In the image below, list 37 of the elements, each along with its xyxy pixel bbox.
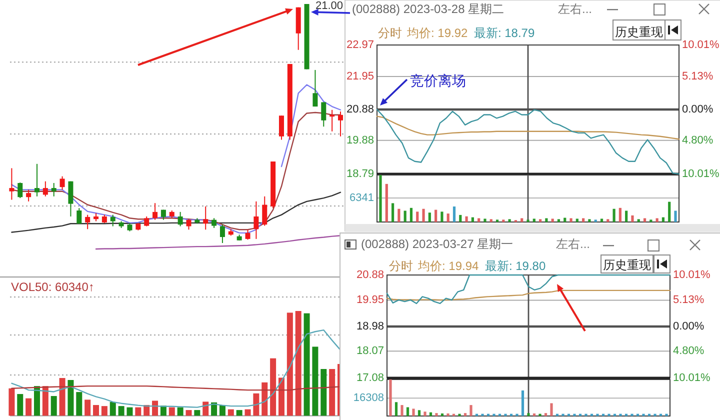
y2-tick-label: 4.80%: [673, 345, 704, 358]
chart-title: (002888) 2023-03-28 星期二: [352, 2, 504, 16]
y2-tick-label: 5.13%: [673, 294, 704, 306]
annotation: 竞价离场: [410, 74, 466, 90]
text: 历史重现: [603, 258, 651, 272]
y2-tick-label: 5.13%: [682, 70, 714, 82]
text: VOL50: 60340↑: [11, 280, 94, 294]
text: 最新: 18.79: [474, 26, 535, 40]
annotation: 21.00: [315, 0, 343, 12]
y2-tick-label: 10.01%: [673, 372, 711, 384]
text: 左右...: [556, 237, 590, 251]
legend-title: 分时: [378, 26, 402, 40]
text: 历史重现: [615, 25, 663, 39]
chart-title: (002888) 2023-03-27 星期一: [361, 237, 514, 251]
y-tick-label: 19.88: [346, 134, 374, 146]
y-tick-label: 18.98: [356, 320, 384, 332]
y2-tick-label: 10.01%: [682, 39, 720, 51]
y2-tick-label: 10.01%: [682, 168, 720, 180]
text: 6341: [350, 192, 374, 204]
text: 均价: 19.92: [406, 26, 468, 40]
y2-tick-label: 0.00%: [673, 320, 704, 332]
y-tick-label: 18.79: [346, 168, 374, 180]
y-tick-label: 20.88: [346, 104, 374, 116]
y-tick-label: 19.95: [356, 294, 384, 306]
y2-tick-label: 10.01%: [673, 269, 711, 281]
text: 左右...: [558, 2, 592, 16]
y-tick-label: 21.95: [346, 70, 374, 82]
y2-tick-label: 0.00%: [682, 104, 714, 116]
y-tick-label: 22.97: [346, 39, 374, 51]
text: 16308: [353, 392, 384, 404]
y-tick-label: 17.08: [356, 372, 384, 384]
y-tick-label: 20.88: [356, 269, 384, 281]
series-label: 最新: 19.80: [484, 259, 546, 273]
legend-title: 分时: [389, 259, 413, 273]
y-tick-label: 18.07: [356, 345, 384, 358]
y2-tick-label: 4.80%: [682, 134, 714, 146]
text: 均价: 19.94: [417, 259, 480, 273]
